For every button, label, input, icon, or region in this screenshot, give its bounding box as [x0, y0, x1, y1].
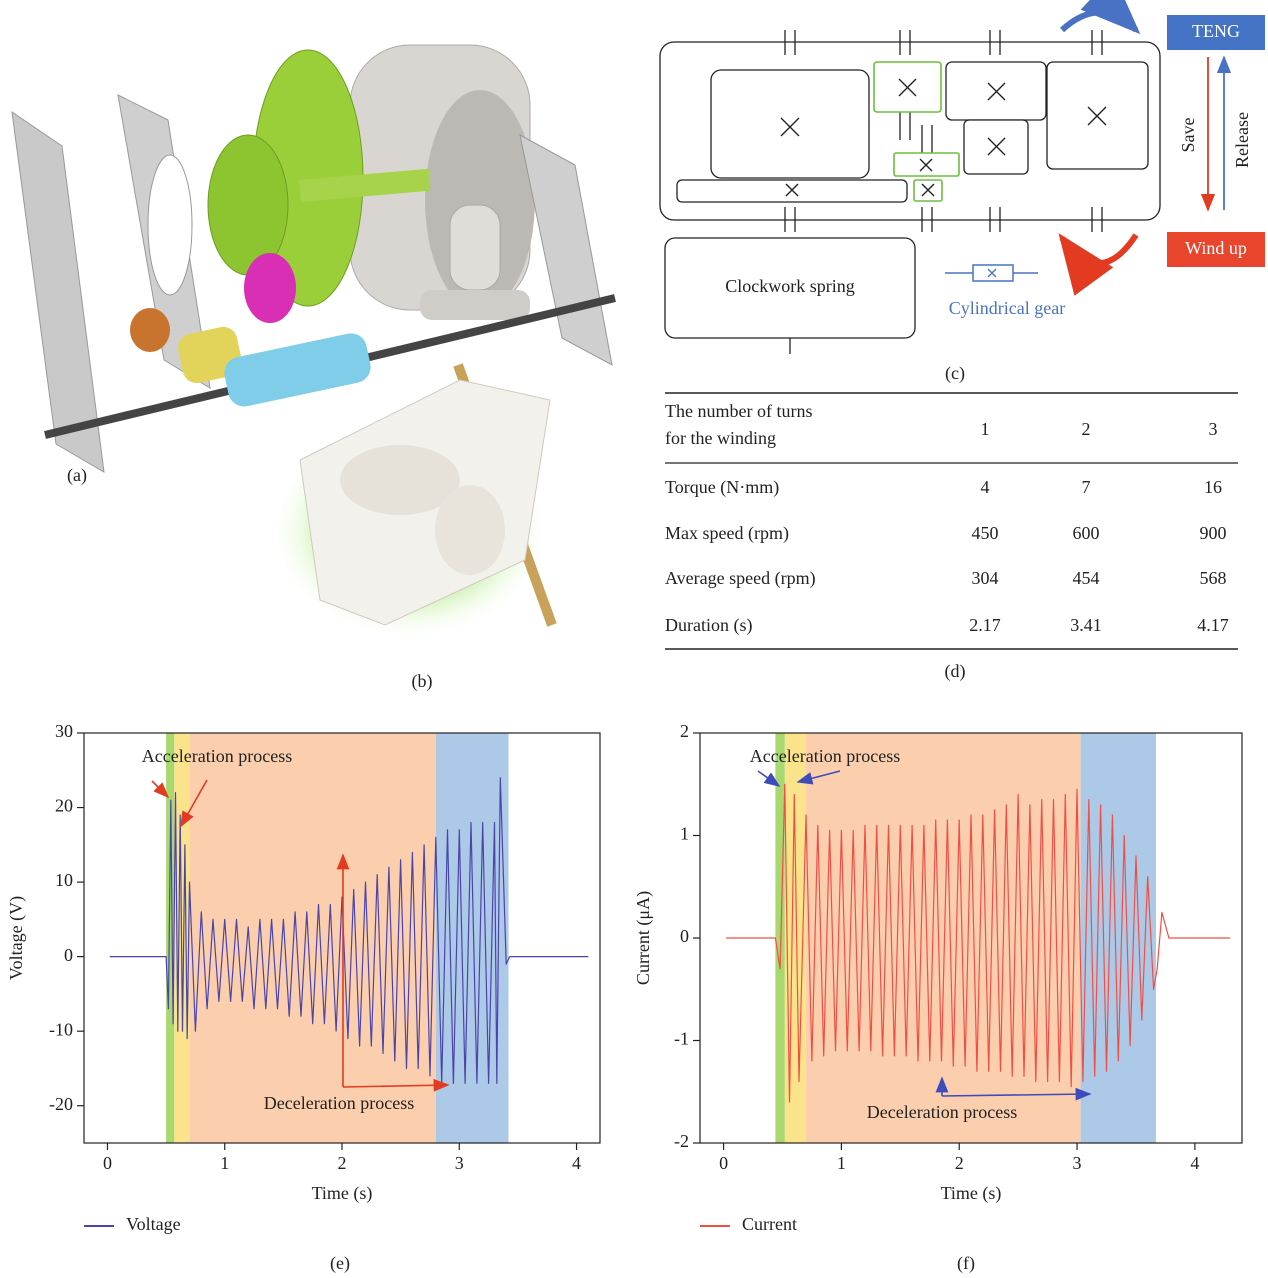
x-tick-label: 3 — [455, 1153, 464, 1173]
y-tick-label: 2 — [680, 721, 689, 741]
wind-up-label: Wind up — [1185, 238, 1247, 258]
panel-label: (f) — [957, 1253, 975, 1274]
save-label: Save — [1178, 118, 1198, 153]
annotation-arrow — [152, 781, 168, 797]
y-axis-label: Voltage (V) — [6, 896, 27, 980]
table-cell: Torque (N·mm) — [665, 477, 779, 498]
figure: (a) (b) — [0, 0, 1268, 1278]
table-cell: 600 — [1073, 523, 1100, 543]
panel-label: (a) — [67, 465, 87, 486]
x-axis-label: Time (s) — [312, 1183, 373, 1204]
x-tick-label: 1 — [837, 1153, 846, 1173]
x-axis-label: Time (s) — [941, 1183, 1002, 1204]
panel-label: (d) — [945, 661, 966, 682]
phase-band — [436, 733, 509, 1143]
panel-label: (c) — [945, 363, 965, 384]
phase-band — [775, 733, 784, 1143]
panel-label: (b) — [412, 671, 433, 692]
annotation: Acceleration process — [750, 746, 900, 766]
y-axis-label: Current (μA) — [633, 891, 654, 985]
x-tick-label: 2 — [338, 1153, 347, 1173]
y-tick-label: -1 — [674, 1029, 689, 1049]
table-cell: 16 — [1204, 477, 1222, 497]
y-tick-label: 20 — [55, 796, 73, 816]
y-tick-label: -10 — [49, 1019, 73, 1039]
x-tick-label: 2 — [955, 1153, 964, 1173]
table-cell: 4 — [981, 477, 990, 497]
table-cell: 7 — [1082, 477, 1091, 497]
chart: 0 1 2 3 4 -2 -1 0 1 2 Time (s) Current (μA) Current A… — [633, 721, 1242, 1274]
table-header: 3 — [1209, 419, 1218, 439]
table-cell: Average speed (rpm) — [665, 568, 816, 589]
y-tick-label: 0 — [64, 945, 73, 965]
table-cell: 454 — [1073, 568, 1100, 588]
phase-band — [166, 733, 174, 1143]
teng-label: TENG — [1192, 21, 1240, 41]
x-tick-label: 3 — [1073, 1153, 1082, 1173]
y-tick-label: 1 — [680, 824, 689, 844]
table-cell: Duration (s) — [665, 615, 752, 636]
table-cell: Max speed (rpm) — [665, 523, 789, 544]
annotation: Deceleration process — [867, 1102, 1017, 1122]
photo-b — [270, 365, 552, 640]
table-header: 2 — [1082, 419, 1091, 439]
annotation: Deceleration process — [264, 1093, 414, 1113]
release-label: Release — [1232, 112, 1252, 168]
table-cell: 568 — [1200, 568, 1227, 588]
panel-label: (e) — [330, 1253, 350, 1274]
x-tick-label: 4 — [572, 1153, 581, 1173]
x-tick-label: 1 — [220, 1153, 229, 1173]
chart: 0 1 2 3 4 -20 -10 0 10 20 30 Time (s) Voltage (V) Vol… — [6, 721, 600, 1274]
y-tick-label: -2 — [674, 1131, 689, 1151]
y-tick-label: 30 — [55, 721, 73, 741]
table-header: 1 — [981, 419, 990, 439]
spring-label: Clockwork spring — [725, 276, 855, 296]
gear-legend-label: Cylindrical gear — [949, 298, 1065, 318]
table-cell: 450 — [972, 523, 999, 543]
table-cell: 900 — [1200, 523, 1227, 543]
x-tick-label: 4 — [1190, 1153, 1199, 1173]
table-cell: 304 — [972, 568, 999, 588]
y-tick-label: -20 — [49, 1094, 73, 1114]
x-tick-label: 0 — [103, 1153, 112, 1173]
legend-label: Current — [742, 1214, 797, 1234]
legend-label: Voltage — [126, 1214, 181, 1234]
x-tick-label: 0 — [719, 1153, 728, 1173]
table-header: The number of turns — [665, 401, 812, 421]
annotation: Acceleration process — [142, 746, 292, 766]
y-tick-label: 10 — [55, 870, 73, 890]
table-cell: 4.17 — [1197, 615, 1229, 635]
table-cell: 3.41 — [1070, 615, 1102, 635]
table-header: for the winding — [665, 428, 776, 448]
table-cell: 2.17 — [969, 615, 1001, 635]
y-tick-label: 0 — [680, 926, 689, 946]
